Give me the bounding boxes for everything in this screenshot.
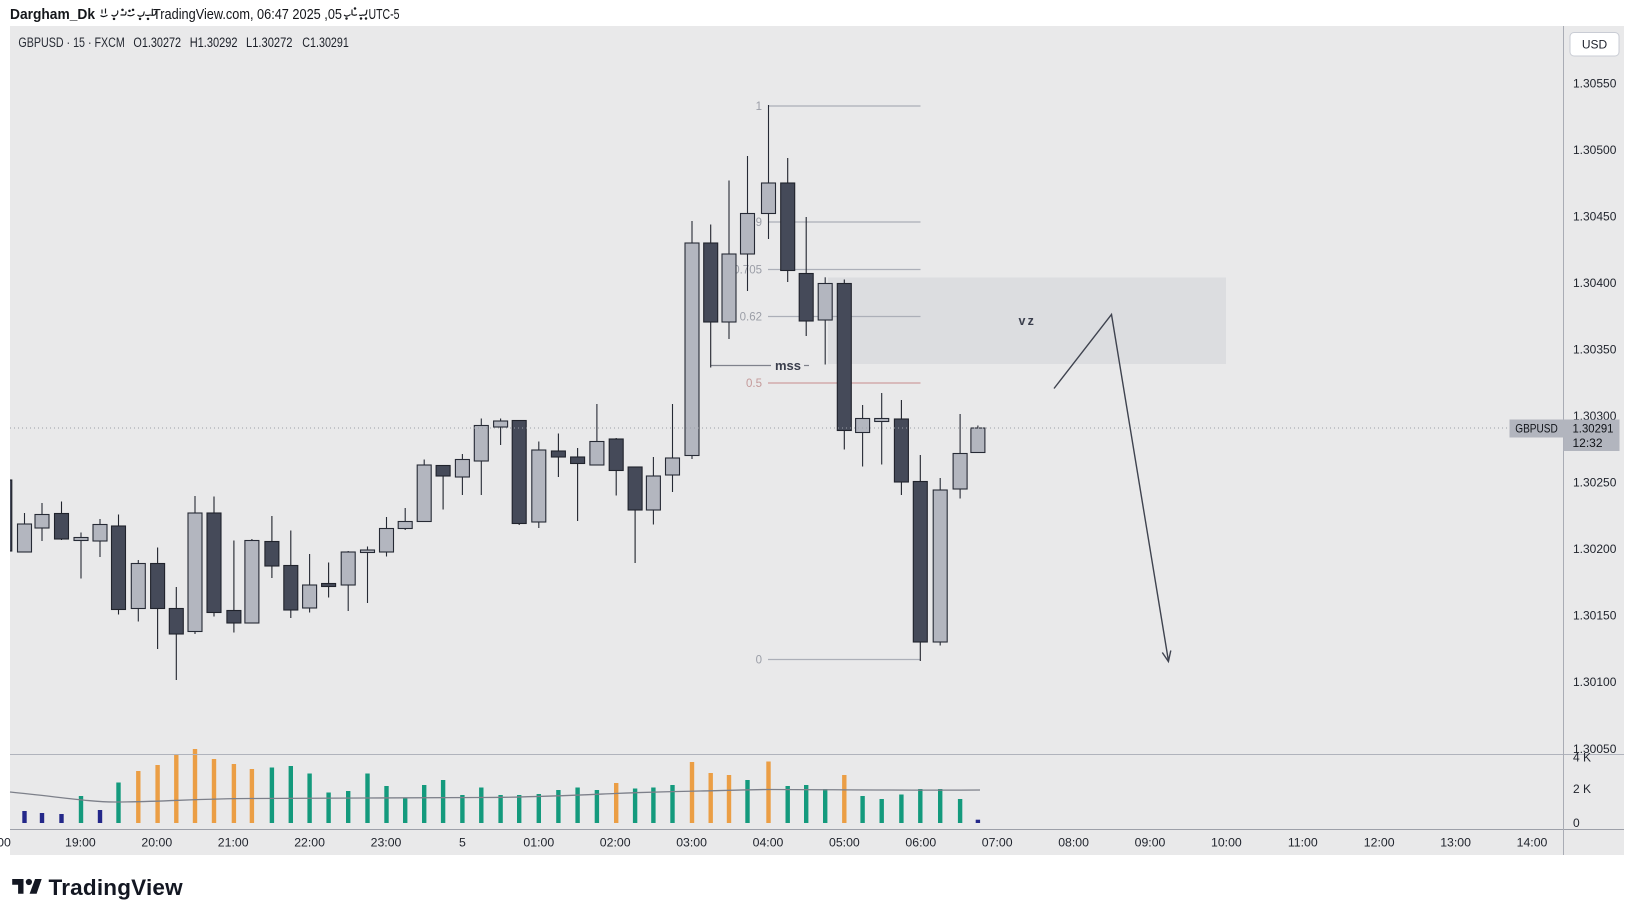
svg-text:05:00: 05:00 [829,836,860,850]
svg-text:1.30250: 1.30250 [1573,476,1617,490]
svg-text:mss: mss [775,358,801,373]
svg-text:08:00: 08:00 [1058,836,1089,850]
svg-text:1.30050: 1.30050 [1573,742,1617,756]
svg-text:Dargham_Dk: Dargham_Dk [10,7,96,23]
svg-text:20:00: 20:00 [141,836,172,850]
svg-text:04:00: 04:00 [753,836,784,850]
svg-text:UTC-5: UTC-5 [369,7,400,23]
svg-text:21:00: 21:00 [218,836,249,850]
svg-text:0.62: 0.62 [740,312,762,324]
svg-text:USD: USD [1582,38,1608,52]
svg-text:1.30350: 1.30350 [1573,343,1617,357]
svg-text:1: 1 [756,101,762,113]
svg-text:1.30100: 1.30100 [1573,675,1617,689]
svg-text:09:00: 09:00 [1135,836,1166,850]
svg-text:00: 00 [0,836,11,850]
svg-text:1.30200: 1.30200 [1573,542,1617,556]
svg-text:0: 0 [1573,816,1580,830]
svg-text:01:00: 01:00 [523,836,554,850]
svg-text:14:00: 14:00 [1517,836,1548,850]
svg-text:C1.30291: C1.30291 [302,35,349,50]
svg-text:23:00: 23:00 [371,836,402,850]
svg-text:1.30400: 1.30400 [1573,276,1617,290]
svg-text:L1.30272: L1.30272 [246,35,293,50]
svg-text:4 K: 4 K [1573,751,1591,765]
svg-text:2 K: 2 K [1573,782,1591,796]
svg-text:O1.30272: O1.30272 [133,35,181,50]
svg-text:12:32: 12:32 [1573,436,1603,450]
svg-text:02:00: 02:00 [600,836,631,850]
svg-text:GBPUSD: GBPUSD [1515,422,1558,436]
svg-text:06:00: 06:00 [905,836,936,850]
svg-text:0: 0 [756,655,762,667]
svg-text:5: 5 [459,836,466,850]
svg-text:1.30550: 1.30550 [1573,77,1617,91]
svg-text:03:00: 03:00 [676,836,707,850]
svg-text:vz: vz [1019,314,1037,328]
svg-text:1.30291: 1.30291 [1573,422,1614,436]
svg-text:12:00: 12:00 [1364,836,1395,850]
svg-text:22:00: 22:00 [294,836,325,850]
svg-text:TradingView: TradingView [49,875,184,900]
svg-text:1.30150: 1.30150 [1573,609,1617,623]
svg-text:TradingView.com, 06:47 2025 ,0: TradingView.com, 06:47 2025 ,05 [153,7,342,23]
svg-text:11:00: 11:00 [1288,836,1318,850]
svg-text:GBPUSD · 15 · FXCM: GBPUSD · 15 · FXCM [18,35,124,50]
svg-text:0.5: 0.5 [746,378,762,390]
svg-text:H1.30292: H1.30292 [190,35,238,50]
svg-text:1.30500: 1.30500 [1573,143,1617,157]
svg-text:1.30450: 1.30450 [1573,210,1617,224]
svg-text:19:00: 19:00 [65,836,96,850]
svg-text:10:00: 10:00 [1211,836,1242,850]
svg-text:07:00: 07:00 [982,836,1013,850]
svg-text:13:00: 13:00 [1440,836,1471,850]
